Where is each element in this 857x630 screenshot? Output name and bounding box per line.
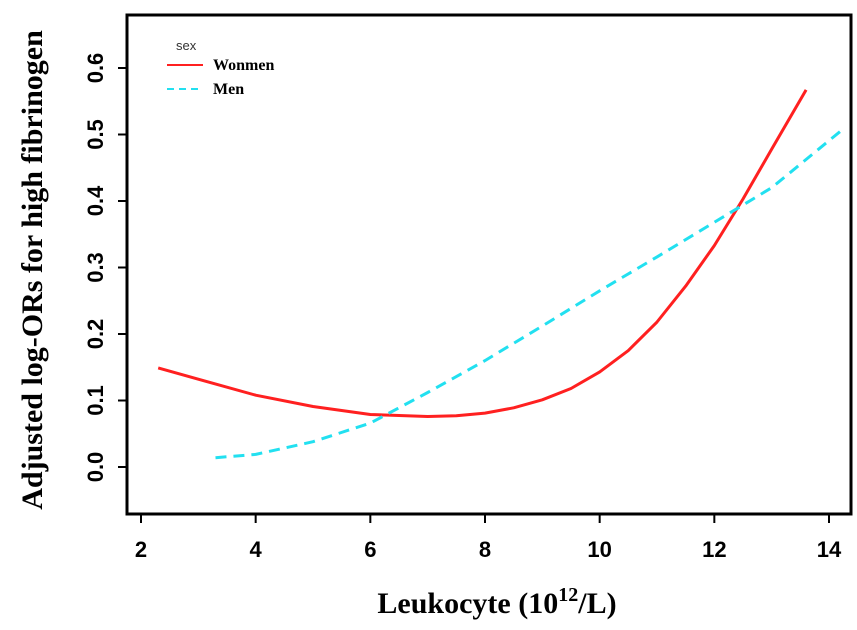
legend: sex Wonmen Men bbox=[167, 38, 274, 98]
x-axis-title: Leukocyte (1012/L) bbox=[377, 584, 616, 620]
x-tick-label: 6 bbox=[364, 537, 376, 562]
x-tick-label: 12 bbox=[702, 537, 726, 562]
y-tick-label: 0.3 bbox=[83, 252, 108, 283]
y-axis: 0.0 0.1 0.2 0.3 0.4 0.5 0.6 bbox=[83, 53, 127, 483]
x-axis: 2 4 6 8 10 12 14 bbox=[135, 514, 842, 562]
series-line-men bbox=[215, 130, 842, 460]
legend-label-men: Men bbox=[213, 81, 244, 98]
y-axis-title: Adjusted log-ORs for high fibrinogen bbox=[16, 30, 49, 510]
x-tick-label: 14 bbox=[817, 537, 842, 562]
legend-title: sex bbox=[176, 38, 197, 53]
x-tick-label: 8 bbox=[479, 537, 491, 562]
y-tick-label: 0.1 bbox=[83, 385, 108, 416]
plot-area bbox=[125, 13, 853, 516]
x-tick-label: 10 bbox=[587, 537, 611, 562]
x-tick-label: 4 bbox=[250, 537, 263, 562]
x-tick-label: 2 bbox=[135, 537, 147, 562]
y-tick-label: 0.2 bbox=[83, 319, 108, 350]
legend-label-wonmen: Wonmen bbox=[213, 57, 274, 74]
y-tick-label: 0.6 bbox=[83, 53, 108, 84]
plot-frame bbox=[125, 13, 853, 516]
series-line-wonmen bbox=[157, 89, 808, 418]
y-tick-label: 0.4 bbox=[83, 185, 108, 216]
y-tick-label: 0.0 bbox=[83, 452, 108, 483]
y-tick-label: 0.5 bbox=[83, 119, 108, 150]
